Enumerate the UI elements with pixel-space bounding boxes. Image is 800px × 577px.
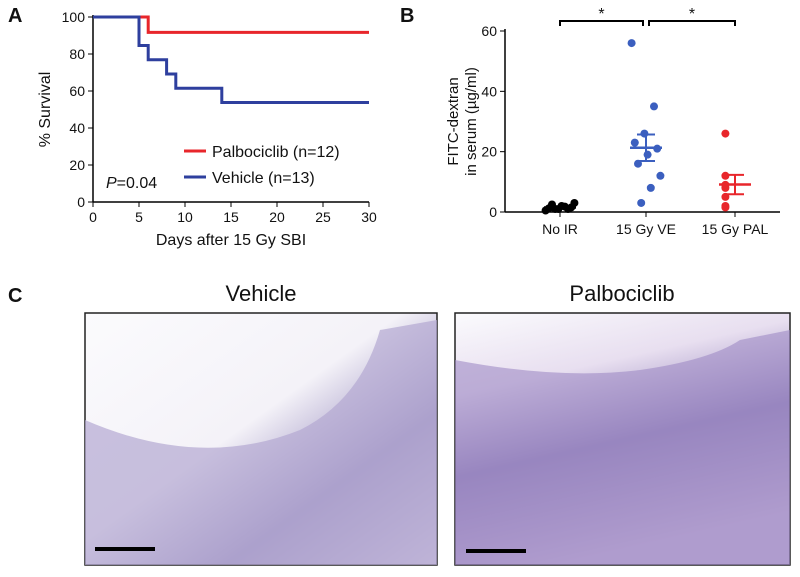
x-tick-label: 25 [315, 209, 331, 225]
x-tick-label: 20 [269, 209, 285, 225]
significance-label: * [689, 6, 695, 23]
y-tick-label: 0 [489, 204, 497, 220]
data-point [646, 183, 655, 192]
x-tick-label: 15 [223, 209, 239, 225]
x-tick-label: 10 [177, 209, 193, 225]
panel-label: C [8, 285, 22, 307]
y-axis-label: % Survival [37, 72, 54, 148]
y-axis-label: FITC-dextran [445, 77, 462, 165]
y-tick-label: 40 [481, 83, 497, 99]
tissue [455, 330, 790, 565]
panel-label: A [8, 5, 22, 27]
image-title: Vehicle [226, 281, 297, 306]
data-point [656, 171, 665, 180]
legend-label: Vehicle (n=13) [212, 170, 315, 187]
x-tick-label: 15 Gy VE [616, 221, 676, 237]
data-point [650, 102, 658, 111]
x-tick-label: 15 Gy PAL [702, 221, 769, 237]
tissue [85, 320, 437, 565]
survival-line [93, 15, 369, 104]
data-point [630, 138, 639, 147]
legend-label: Palbociclib (n=12) [212, 144, 340, 161]
image-title: Palbociclib [569, 281, 674, 306]
panel-label: B [400, 5, 414, 27]
y-tick-label: 100 [62, 9, 86, 25]
x-axis-label: Days after 15 Gy SBI [156, 232, 306, 249]
data-point [570, 198, 579, 207]
scale-bar [95, 547, 155, 551]
annotation-text: =0.04 [117, 175, 158, 192]
x-tick-label: 0 [89, 209, 97, 225]
data-point [721, 203, 730, 212]
y-tick-label: 60 [481, 23, 497, 39]
significance-bracket [559, 20, 644, 26]
y-tick-label: 20 [481, 144, 497, 160]
data-point [721, 129, 730, 138]
y-axis-label: in serum (µg/ml) [463, 67, 480, 176]
y-tick-label: 80 [69, 46, 85, 62]
data-point [643, 150, 652, 159]
annotation: P=0.04 [106, 175, 157, 192]
data-point [721, 171, 730, 180]
y-tick-label: 60 [69, 83, 85, 99]
scale-bar [466, 549, 526, 553]
significance-bracket [648, 20, 736, 26]
y-tick-label: 0 [77, 194, 85, 210]
survival-line [93, 15, 369, 34]
x-tick-label: 30 [361, 209, 377, 225]
annotation-italic: P [106, 175, 117, 192]
data-point [627, 39, 636, 48]
x-tick-label: No IR [542, 221, 578, 237]
data-point [721, 183, 730, 192]
y-tick-label: 20 [69, 157, 85, 173]
y-tick-label: 40 [69, 120, 85, 136]
x-tick-label: 5 [135, 209, 143, 225]
data-point [637, 198, 646, 207]
significance-label: * [598, 6, 604, 23]
